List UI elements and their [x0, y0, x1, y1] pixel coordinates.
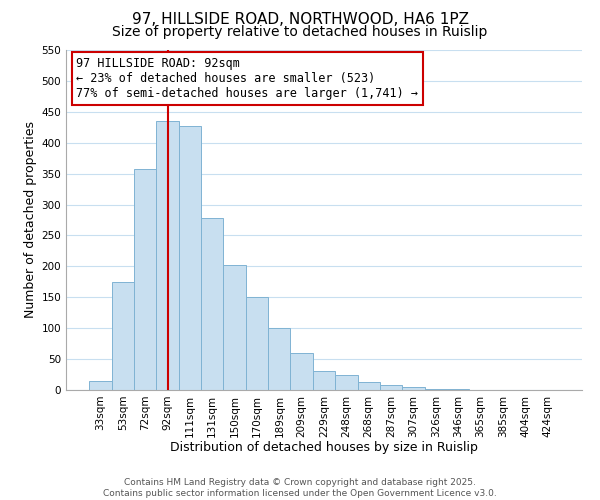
Bar: [223, 265, 246, 390]
Bar: [380, 385, 402, 390]
Text: Size of property relative to detached houses in Ruislip: Size of property relative to detached ho…: [112, 25, 488, 39]
Bar: [112, 282, 134, 390]
Bar: [89, 380, 112, 390]
Bar: [246, 296, 268, 390]
Text: Contains HM Land Registry data © Crown copyright and database right 2025.
Contai: Contains HM Land Registry data © Crown c…: [103, 478, 497, 498]
Bar: [134, 170, 157, 390]
Bar: [402, 387, 425, 390]
Bar: [157, 121, 179, 390]
Bar: [290, 353, 313, 390]
Bar: [313, 372, 335, 390]
X-axis label: Distribution of detached houses by size in Ruislip: Distribution of detached houses by size …: [170, 441, 478, 454]
Y-axis label: Number of detached properties: Number of detached properties: [24, 122, 37, 318]
Bar: [425, 389, 447, 390]
Text: 97, HILLSIDE ROAD, NORTHWOOD, HA6 1PZ: 97, HILLSIDE ROAD, NORTHWOOD, HA6 1PZ: [131, 12, 469, 28]
Bar: [335, 374, 358, 390]
Bar: [358, 382, 380, 390]
Bar: [268, 328, 290, 390]
Bar: [201, 218, 223, 390]
Bar: [179, 126, 201, 390]
Text: 97 HILLSIDE ROAD: 92sqm
← 23% of detached houses are smaller (523)
77% of semi-d: 97 HILLSIDE ROAD: 92sqm ← 23% of detache…: [76, 57, 418, 100]
